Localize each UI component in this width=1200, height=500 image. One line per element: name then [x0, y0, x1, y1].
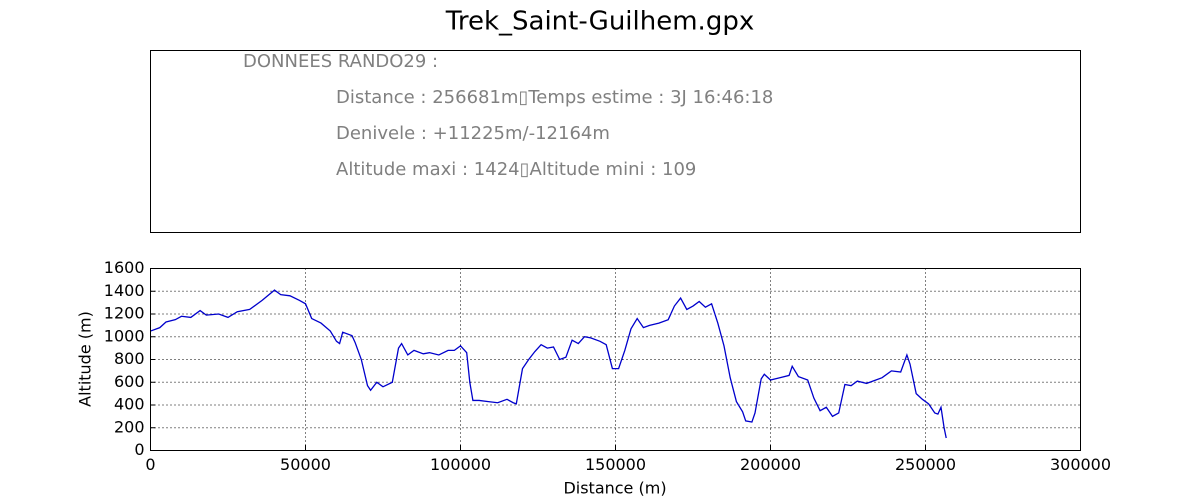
y-axis-label: Altitude (m) — [76, 311, 95, 407]
x-tick-label: 50000 — [280, 455, 331, 474]
x-tick-label: 150000 — [585, 455, 646, 474]
info-line: Altitude maxi : 1424▯Altitude mini : 109 — [336, 159, 696, 180]
x-tick-label: 250000 — [895, 455, 956, 474]
info-box — [150, 50, 1081, 233]
x-tick-label: 200000 — [740, 455, 801, 474]
y-tick-label: 1200 — [104, 304, 145, 323]
y-tick-label: 1600 — [104, 258, 145, 277]
info-line: Distance : 256681m▯Temps estime : 3J 16:… — [336, 87, 773, 108]
x-axis-label: Distance (m) — [563, 479, 666, 498]
x-tick-label: 0 — [145, 455, 155, 474]
y-tick-label: 400 — [114, 395, 145, 414]
y-tick-label: 0 — [134, 440, 144, 459]
y-tick-label: 1400 — [104, 281, 145, 300]
y-tick-label: 1000 — [104, 326, 145, 345]
x-tick-label: 300000 — [1050, 455, 1111, 474]
info-line: DONNEES RANDO29 : — [243, 51, 438, 72]
info-line: Denivele : +11225m/-12164m — [336, 123, 610, 144]
x-tick-label: 100000 — [430, 455, 491, 474]
y-tick-label: 200 — [114, 417, 145, 436]
plot-frame — [150, 268, 1081, 451]
y-tick-label: 600 — [114, 372, 145, 391]
line — [150, 289, 947, 439]
y-tick-label: 800 — [114, 349, 145, 368]
chart-title: Trek_Saint-Guilhem.gpx — [445, 7, 754, 37]
